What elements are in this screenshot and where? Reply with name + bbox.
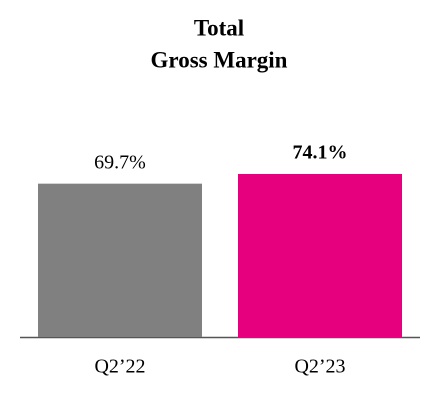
x-tick-label: Q2’23	[294, 356, 345, 378]
bar	[238, 173, 402, 337]
bar	[38, 183, 202, 337]
value-label: 74.1%	[293, 142, 348, 164]
chart-title: Gross Margin	[151, 47, 288, 72]
x-tick-label: Q2’22	[94, 356, 145, 378]
chart-title: Total	[194, 15, 244, 40]
value-label: 69.7%	[94, 151, 146, 173]
